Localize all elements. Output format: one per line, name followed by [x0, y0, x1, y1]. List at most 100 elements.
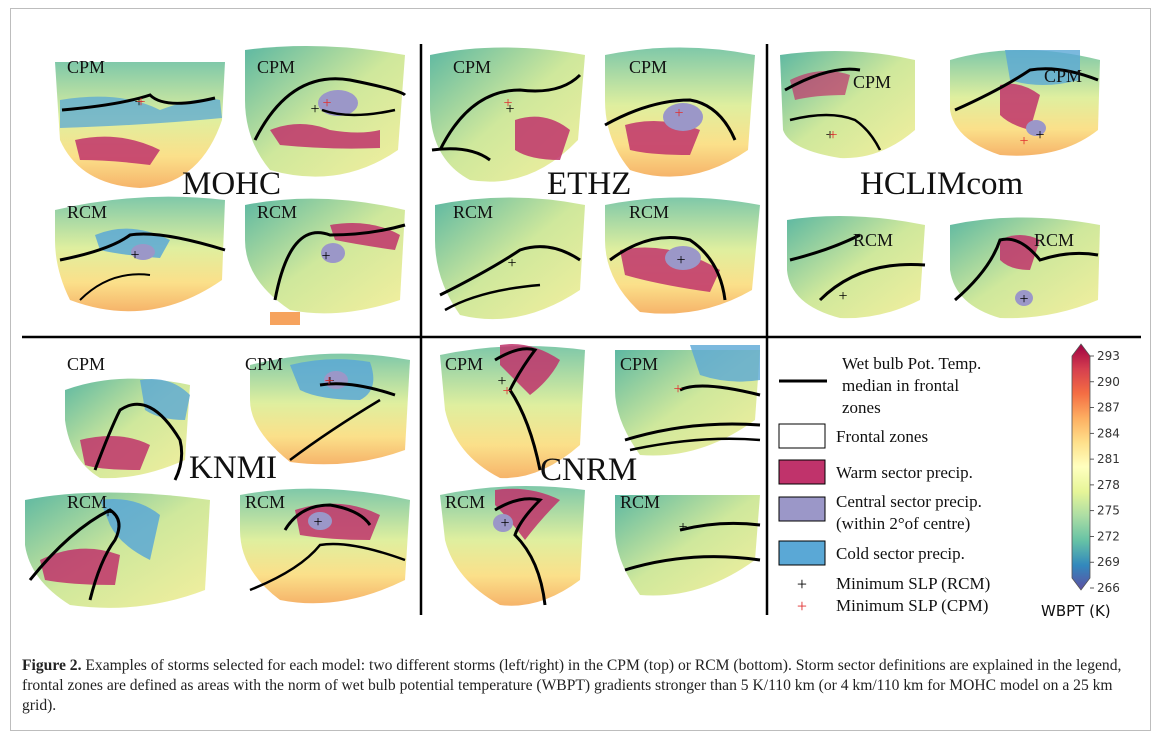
label-knmi-cpm-1: CPM	[67, 354, 105, 374]
colorbar-title: WBPT (K)	[1041, 602, 1111, 620]
colorbar-tick-label: 293	[1097, 349, 1120, 363]
colorbar-tick-label: 287	[1097, 401, 1120, 415]
label-ethz-cpm-1: CPM	[453, 57, 491, 77]
map-ethz-rcm-2	[605, 197, 760, 314]
map-hclim-rcm-1	[787, 216, 926, 319]
colorbar-tick-label: 290	[1097, 375, 1120, 389]
map-ethz-rcm-1	[435, 197, 585, 320]
map-cnrm-rcm-1	[440, 486, 585, 606]
slp-marker: +	[322, 95, 331, 112]
slp-marker: +	[828, 127, 837, 144]
group-hclimcom	[780, 50, 1100, 319]
caption-label: Figure 2.	[22, 657, 82, 674]
map-hclim-cpm-1	[780, 51, 915, 159]
slp-marker: +	[103, 505, 112, 522]
label-hclim-cpm-1: CPM	[853, 72, 891, 92]
colorbar: 293 290 287 284 281 278 275 272 269 266 WBPT (K)	[1041, 343, 1120, 620]
label-ethz-cpm-2: CPM	[629, 57, 667, 77]
slp-marker: +	[1019, 133, 1028, 150]
label-cnrm-rcm-2: RCM	[620, 492, 660, 512]
map-mohc-cpm-1	[55, 62, 225, 188]
group-mohc	[55, 46, 407, 325]
slp-marker: +	[321, 248, 330, 265]
slp-marker: +	[500, 515, 509, 532]
group-cnrm	[440, 344, 761, 606]
legend-cold: Cold sector precip.	[836, 544, 965, 563]
legend-line-label-2: median in frontal	[842, 376, 959, 395]
legend-line-label-1: Wet bulb Pot. Temp.	[842, 354, 981, 373]
colorbar-tick-label: 281	[1097, 452, 1120, 466]
legend-swatch-warm	[778, 459, 826, 485]
map-cnrm-cpm-1	[440, 344, 585, 479]
map-knmi-rcm-2	[240, 488, 410, 604]
slp-marker: +	[505, 101, 514, 118]
figure-2: CPM CPM RCM RCM CPM CPM RCM RCM CPM CPM …	[22, 44, 1141, 620]
colorbar-tick-label: 272	[1097, 529, 1120, 543]
slp-marker: +	[1019, 291, 1028, 308]
legend-marker-rcm: +	[797, 574, 807, 594]
slp-marker: +	[676, 252, 685, 269]
label-hclim-rcm-1: RCM	[853, 230, 893, 250]
slp-marker: +	[497, 373, 506, 390]
colorbar-ticks: 293 290 287 284 281 278 275 272 269 266	[1090, 349, 1120, 595]
model-ethz: ETHZ	[547, 166, 631, 202]
legend-central-2: (within 2°of centre)	[836, 514, 970, 533]
label-knmi-rcm-1: RCM	[67, 492, 107, 512]
label-ethz-rcm-1: RCM	[453, 202, 493, 222]
slp-marker: +	[324, 373, 333, 390]
label-hclim-cpm-2: CPM	[1044, 66, 1082, 86]
legend: Wet bulb Pot. Temp. median in frontal zo…	[778, 354, 990, 616]
legend-swatch-central	[778, 496, 826, 522]
legend-min-cpm: Minimum SLP (CPM)	[836, 596, 988, 615]
label-cnrm-cpm-2: CPM	[620, 354, 658, 374]
map-mohc-cpm-2	[245, 46, 407, 177]
slp-marker: +	[136, 94, 145, 111]
group-knmi	[25, 353, 410, 608]
slp-marker: +	[838, 288, 847, 305]
label-knmi-rcm-2: RCM	[245, 492, 285, 512]
legend-line-label-3: zones	[842, 398, 881, 417]
colorbar-tick-label: 266	[1097, 581, 1120, 595]
map-ethz-cpm-2	[604, 47, 755, 177]
slp-markers: + + + + + + + + + + + + + + + + + + + + …	[103, 94, 1044, 536]
model-mohc: MOHC	[182, 166, 281, 202]
slp-marker: +	[503, 95, 512, 112]
colorbar-tick-label: 269	[1097, 555, 1120, 569]
model-names: MOHC ETHZ HCLIMcom KNMI CNRM	[182, 166, 1023, 488]
slp-marker: +	[678, 519, 687, 536]
colorbar-tick-label: 275	[1097, 504, 1120, 518]
slp-marker: +	[673, 381, 682, 398]
colorbar-tick-label: 278	[1097, 478, 1120, 492]
label-mohc-rcm-1: RCM	[67, 202, 107, 222]
slp-marker: +	[674, 105, 683, 122]
map-cnrm-cpm-2	[615, 345, 761, 456]
map-mohc-rcm-1	[55, 196, 226, 312]
label-hclim-rcm-2: RCM	[1034, 230, 1074, 250]
model-cnrm: CNRM	[540, 452, 637, 488]
slp-marker: +	[325, 373, 334, 390]
slp-marker: +	[502, 383, 511, 400]
legend-warm: Warm sector precip.	[836, 463, 973, 482]
slp-marker: +	[507, 255, 516, 272]
panel-dividers	[22, 44, 1141, 615]
label-mohc-cpm-1: CPM	[67, 57, 105, 77]
figure-caption: Figure 2. Examples of storms selected fo…	[22, 656, 1122, 716]
label-cnrm-rcm-1: RCM	[445, 492, 485, 512]
map-knmi-rcm-1	[25, 492, 210, 608]
map-hclim-rcm-2	[950, 217, 1100, 319]
slp-marker: +	[1035, 127, 1044, 144]
label-cnrm-cpm-1: CPM	[445, 354, 483, 374]
colorbar-tick-label: 284	[1097, 426, 1120, 440]
slp-marker: +	[310, 101, 319, 118]
slp-marker: +	[134, 94, 143, 111]
legend-frontal: Frontal zones	[836, 427, 928, 446]
slp-marker: +	[313, 514, 322, 531]
legend-swatch-frontal	[778, 423, 826, 449]
legend-swatch-cold	[778, 540, 826, 566]
caption-text: Examples of storms selected for each mod…	[22, 657, 1122, 714]
map-ethz-cpm-1	[430, 47, 585, 182]
map-cnrm-rcm-2	[615, 495, 761, 596]
map-hclim-cpm-2	[950, 50, 1100, 156]
legend-central-1: Central sector precip.	[836, 492, 982, 511]
model-knmi: KNMI	[189, 450, 277, 486]
